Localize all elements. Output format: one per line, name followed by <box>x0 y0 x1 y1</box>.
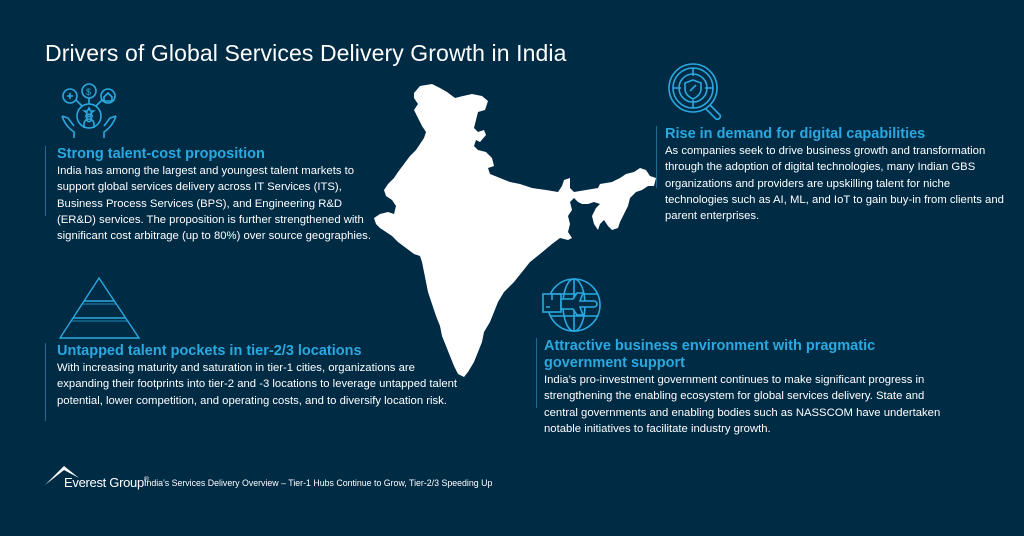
accent-divider <box>45 343 46 421</box>
driver-body: With increasing maturity and saturation … <box>57 362 458 407</box>
driver-heading: Untapped talent pockets in tier-2/3 loca… <box>57 343 362 359</box>
driver-talent-cost: Strong talent-cost proposition India has… <box>45 146 375 244</box>
driver-heading: Rise in demand for digital capabilities <box>665 126 926 142</box>
accent-divider <box>536 338 537 408</box>
page-title: Drivers of Global Services Delivery Grow… <box>45 40 567 66</box>
driver-tier-2-3-locations: Untapped talent pockets in tier-2/3 loca… <box>45 343 465 421</box>
everest-logo-icon <box>45 466 79 485</box>
driver-digital-capabilities: Rise in demand for digital capabilities … <box>656 126 1006 224</box>
accent-divider <box>45 146 46 216</box>
footer: Everest Group® India's Services Delivery… <box>44 464 604 494</box>
digital-shield-search-icon <box>668 63 722 121</box>
driver-body: India has among the largest and youngest… <box>57 165 371 243</box>
driver-body: India’s pro-investment government contin… <box>544 374 941 435</box>
driver-heading: Strong talent-cost proposition <box>57 146 265 162</box>
accent-divider <box>656 126 657 188</box>
svg-text:$: $ <box>86 87 91 97</box>
globe-logistics-icon <box>542 278 601 332</box>
footer-caption: India's Services Delivery Overview – Tie… <box>144 478 493 488</box>
driver-body: As companies seek to drive business grow… <box>665 145 1004 223</box>
driver-government-support: Attractive business environment with pra… <box>536 338 956 437</box>
brand-logo-text: Everest Group® <box>64 475 149 490</box>
talent-hands-icon: $ <box>61 83 117 138</box>
pyramid-icon <box>58 276 141 339</box>
driver-heading: Attractive business environment with pra… <box>544 338 876 371</box>
